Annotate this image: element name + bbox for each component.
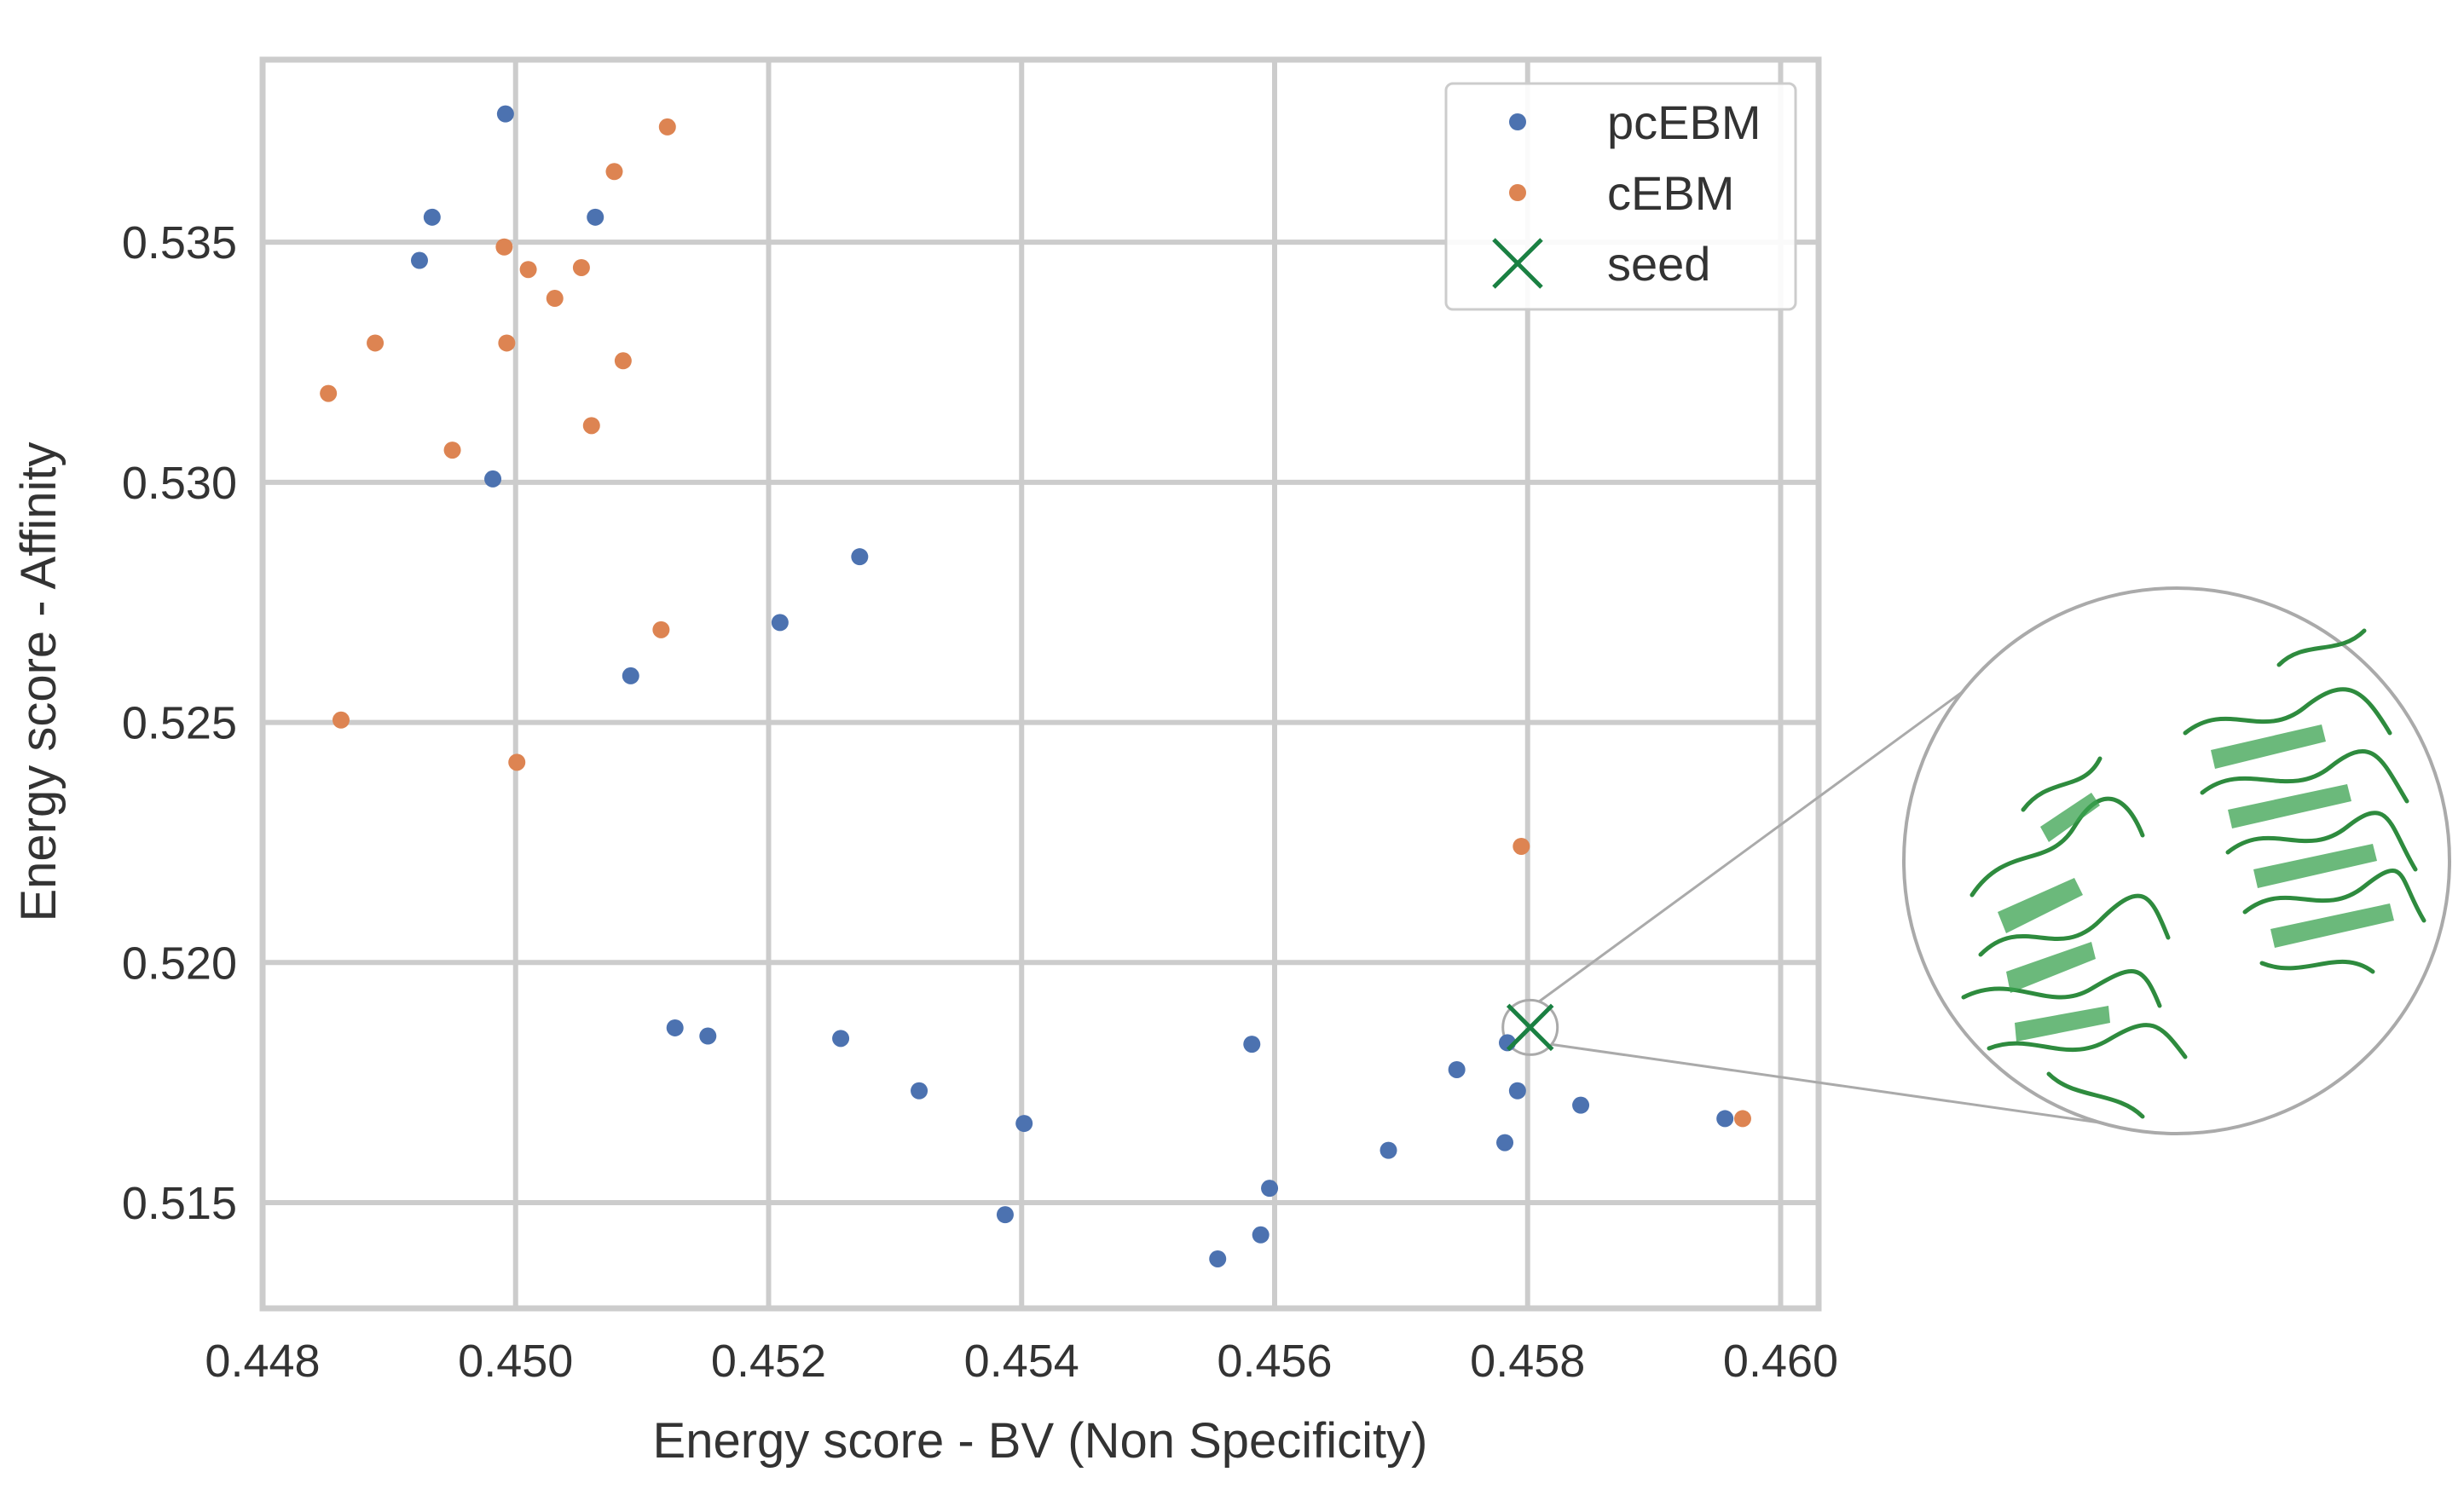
x-tick-label: 0.450 bbox=[458, 1336, 573, 1387]
data-point-pcebm bbox=[1015, 1115, 1033, 1133]
data-point-pcebm bbox=[1716, 1110, 1734, 1128]
data-point-pcebm bbox=[484, 470, 502, 488]
data-point-pcebm bbox=[1252, 1226, 1270, 1244]
data-point-pcebm bbox=[996, 1206, 1014, 1224]
data-point-pcebm bbox=[496, 105, 514, 123]
data-point-cebm bbox=[605, 163, 623, 181]
data-point-pcebm bbox=[771, 614, 789, 632]
legend-label-seed: seed bbox=[1607, 237, 1710, 291]
zoom-guide-line-top bbox=[1537, 663, 2000, 1003]
x-tick-label: 0.454 bbox=[964, 1336, 1079, 1387]
protein-structure-icon bbox=[1902, 586, 2451, 1135]
y-axis-label: Energy score - Affinity bbox=[11, 442, 67, 921]
y-tick-label: 0.525 bbox=[122, 698, 237, 749]
x-tick-label: 0.460 bbox=[1723, 1336, 1838, 1387]
data-point-cebm bbox=[546, 290, 564, 308]
data-point-pcebm bbox=[1508, 1082, 1526, 1100]
data-point-pcebm bbox=[410, 251, 428, 269]
data-point-cebm bbox=[614, 352, 632, 370]
data-point-pcebm bbox=[666, 1019, 684, 1036]
x-tick-label: 0.458 bbox=[1470, 1336, 1585, 1387]
x-tick-label: 0.456 bbox=[1217, 1336, 1332, 1387]
data-point-pcebm bbox=[1572, 1096, 1590, 1114]
data-point-cebm bbox=[652, 621, 670, 638]
zoom-source-circle bbox=[1501, 998, 1559, 1056]
data-point-pcebm bbox=[1448, 1060, 1466, 1078]
data-point-pcebm bbox=[699, 1027, 717, 1045]
x-tick-label: 0.452 bbox=[711, 1336, 826, 1387]
data-point-cebm bbox=[498, 334, 516, 352]
series-pcebm bbox=[410, 105, 1734, 1267]
legend-box bbox=[1444, 82, 1797, 311]
legend-marker-cebm bbox=[1509, 184, 1526, 201]
series-cebm bbox=[320, 118, 1751, 1128]
data-point-pcebm bbox=[587, 208, 604, 226]
data-point-cebm bbox=[320, 384, 338, 402]
data-point-cebm bbox=[367, 334, 385, 352]
data-point-pcebm bbox=[622, 667, 639, 684]
data-point-pcebm bbox=[832, 1030, 850, 1048]
data-point-cebm bbox=[1733, 1110, 1751, 1128]
data-point-pcebm bbox=[1496, 1134, 1514, 1152]
y-tick-label: 0.520 bbox=[122, 938, 237, 989]
y-tick-label: 0.515 bbox=[122, 1178, 237, 1229]
data-point-cebm bbox=[582, 417, 600, 435]
y-tick-label: 0.535 bbox=[122, 217, 237, 268]
data-point-pcebm bbox=[1379, 1141, 1397, 1159]
y-tick-label: 0.530 bbox=[122, 458, 237, 509]
y-axis-ticks: 0.515 0.520 0.525 0.530 0.535 bbox=[122, 217, 237, 1229]
data-point-pcebm bbox=[1243, 1036, 1261, 1053]
data-point-pcebm bbox=[911, 1082, 928, 1100]
inset-circle bbox=[1902, 586, 2451, 1135]
x-axis-ticks: 0.448 0.450 0.452 0.454 0.456 0.458 0.460 bbox=[205, 1336, 1838, 1387]
data-point-pcebm bbox=[423, 208, 441, 226]
x-tick-label: 0.448 bbox=[205, 1336, 320, 1387]
series-seed bbox=[1506, 1003, 1554, 1052]
legend-marker-seed bbox=[1492, 238, 1543, 289]
legend-label-pcebm: pcEBM bbox=[1607, 95, 1761, 149]
legend: pcEBM cEBM seed bbox=[1444, 82, 1797, 311]
data-point-cebm bbox=[1513, 837, 1530, 855]
data-point-cebm bbox=[332, 711, 350, 729]
x-axis-label: Energy score - BV (Non Specificity) bbox=[653, 1413, 1428, 1469]
data-point-pcebm bbox=[1261, 1180, 1279, 1198]
seed-marker bbox=[1506, 1003, 1554, 1052]
data-point-cebm bbox=[658, 118, 676, 136]
data-point-cebm bbox=[495, 238, 513, 256]
legend-label-cebm: cEBM bbox=[1607, 166, 1734, 220]
legend-marker-pcebm bbox=[1509, 113, 1526, 130]
data-point-pcebm bbox=[1209, 1250, 1227, 1267]
zoom-guide-line-bottom bbox=[1551, 1042, 2178, 1135]
data-point-cebm bbox=[508, 753, 526, 771]
data-point-cebm bbox=[572, 258, 590, 276]
zoom-callout bbox=[1501, 586, 2451, 1135]
data-point-cebm bbox=[519, 261, 537, 279]
data-point-cebm bbox=[443, 442, 461, 459]
data-point-pcebm bbox=[851, 548, 869, 566]
